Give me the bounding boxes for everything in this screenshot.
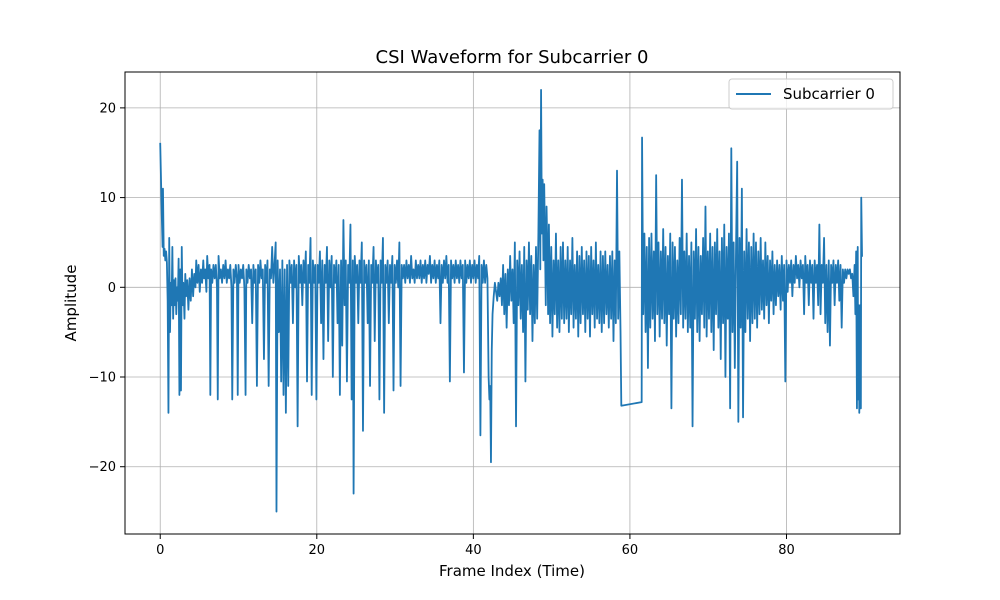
y-tick-label: 0 [108, 281, 116, 296]
y-axis-label: Amplitude [62, 265, 80, 342]
legend: Subcarrier 0 [728, 78, 894, 110]
x-tick-label: 20 [309, 543, 326, 558]
y-tick-label: −10 [89, 371, 116, 386]
legend-box [728, 78, 894, 110]
series-line-subcarrier-0 [159, 89, 863, 513]
y-tick-label: −20 [89, 460, 116, 475]
x-tick-label: 0 [156, 543, 164, 558]
x-tick-label: 80 [778, 543, 795, 558]
legend-label-subcarrier-0: Subcarrier 0 [783, 85, 875, 103]
series-layer [159, 89, 863, 513]
y-tick-label: 10 [99, 191, 116, 206]
x-tick-label: 60 [622, 543, 639, 558]
x-axis-label: Frame Index (Time) [439, 562, 585, 580]
chart-title: CSI Waveform for Subcarrier 0 [376, 47, 649, 68]
x-tick-label: 40 [465, 543, 482, 558]
axis-ticks: 0 20 40 60 80 −20 −10 0 10 20 [89, 101, 795, 558]
plot-frame [124, 71, 901, 535]
y-tick-label: 20 [99, 101, 116, 116]
